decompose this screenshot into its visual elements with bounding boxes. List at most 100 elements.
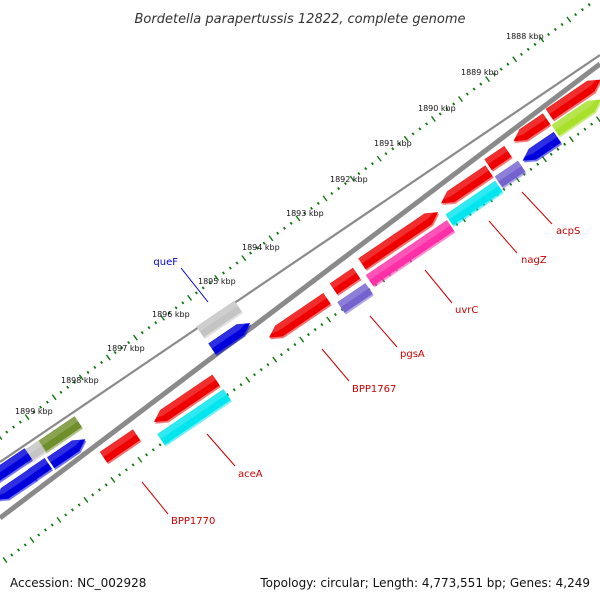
ring-tick <box>519 52 523 56</box>
ring-tick <box>93 365 97 370</box>
ring-tick <box>472 87 476 91</box>
label-leader-line <box>369 315 398 348</box>
ring-tick <box>333 312 337 317</box>
ring-tick <box>303 211 307 215</box>
ring-tick <box>32 410 36 414</box>
ring-tick <box>29 536 35 543</box>
ring-tick <box>24 414 30 421</box>
ring-tick <box>110 476 116 483</box>
ring-tick <box>574 12 578 17</box>
label-leader-line <box>141 481 169 515</box>
ring-tick <box>232 388 236 392</box>
ring-tick <box>268 235 274 242</box>
ring-tick <box>154 321 158 325</box>
ring-tick <box>127 340 131 345</box>
ring-tick <box>235 261 239 265</box>
ring-tick <box>187 294 193 301</box>
ring-tick <box>595 116 600 123</box>
cds-feature <box>511 113 551 142</box>
ring-tick <box>181 301 185 305</box>
ring-tick <box>118 473 122 477</box>
ring-tick <box>316 201 320 205</box>
gene-feature <box>38 416 82 452</box>
ring-tick <box>411 132 415 136</box>
blast-feature <box>0 468 37 500</box>
ring-tick <box>509 182 513 186</box>
tick-label: 1893 kbp <box>286 209 324 218</box>
ring-tick <box>438 112 442 116</box>
ring-tick <box>398 142 402 146</box>
ring-tick <box>526 47 530 51</box>
tick-label: 1892 kbp <box>330 175 368 184</box>
ring-tick <box>560 22 564 27</box>
ring-tick <box>78 374 84 381</box>
ring-tick <box>77 503 81 507</box>
ring-tick <box>391 147 395 151</box>
ring-tick <box>384 152 388 156</box>
tick-label: 1895 kbp <box>198 277 236 286</box>
cds-feature <box>358 209 439 270</box>
ring-tick <box>226 393 230 397</box>
ring-tick <box>266 363 270 367</box>
ring-tick <box>485 76 491 83</box>
ring-tick <box>39 405 43 409</box>
tick-label: 1889 kbp <box>461 68 499 77</box>
tick-label: 1890 kbp <box>418 104 456 113</box>
ring-tick <box>91 493 95 497</box>
ring-tick <box>499 67 503 71</box>
ring-tick <box>51 394 57 401</box>
ring-tick <box>430 115 436 122</box>
ring-tick <box>140 331 144 335</box>
ring-tick <box>132 334 138 341</box>
ring-tick <box>255 246 259 250</box>
ring-tick <box>97 488 101 492</box>
ring-tick <box>43 528 47 532</box>
ring-tick <box>536 162 540 166</box>
cds-feature <box>99 429 141 463</box>
ring-tick <box>310 206 314 210</box>
gene-label: BPP1767 <box>352 384 396 395</box>
ring-tick <box>337 186 341 191</box>
ring-tick <box>252 373 256 377</box>
ring-tick <box>221 271 225 275</box>
outer-tick-ring <box>0 3 591 440</box>
genome-backbone <box>0 54 600 520</box>
cds-feature <box>152 374 220 423</box>
ring-tick <box>418 127 422 131</box>
ring-tick <box>160 314 165 321</box>
ring-tick <box>299 336 305 343</box>
gene-label: BPP1770 <box>171 516 215 527</box>
ring-tick <box>10 553 14 557</box>
ring-tick <box>293 343 297 347</box>
ring-tick <box>452 102 456 106</box>
cds-feature <box>329 267 361 295</box>
ring-tick <box>124 468 128 472</box>
ring-tick <box>286 348 290 352</box>
ring-tick <box>120 345 124 350</box>
ring-tick <box>556 147 560 151</box>
ring-tick <box>289 221 293 225</box>
gene-feature <box>365 220 455 286</box>
ring-tick <box>245 376 251 383</box>
ring-tick <box>580 8 584 12</box>
ring-tick <box>340 307 344 312</box>
ring-tick <box>72 380 76 384</box>
ring-tick <box>45 400 49 404</box>
ring-tick <box>279 353 283 357</box>
ring-tick <box>370 162 374 166</box>
ring-tick <box>465 92 469 96</box>
ring-tick <box>322 195 328 202</box>
ring-tick <box>479 82 483 86</box>
ring-tick <box>425 122 429 126</box>
ring-tick <box>86 370 90 374</box>
ring-tick <box>158 443 162 447</box>
ring-tick <box>506 62 510 66</box>
ring-tick <box>167 311 171 315</box>
ring-tick <box>0 435 3 440</box>
ring-tick <box>151 448 155 452</box>
tick-label: 1898 kbp <box>61 376 99 385</box>
ring-tick <box>262 241 266 245</box>
map-title: Bordetella parapertussis 12822, complete… <box>135 12 466 27</box>
gene-label: nagZ <box>521 255 547 266</box>
tick-label: 1899 kbp <box>15 407 53 416</box>
